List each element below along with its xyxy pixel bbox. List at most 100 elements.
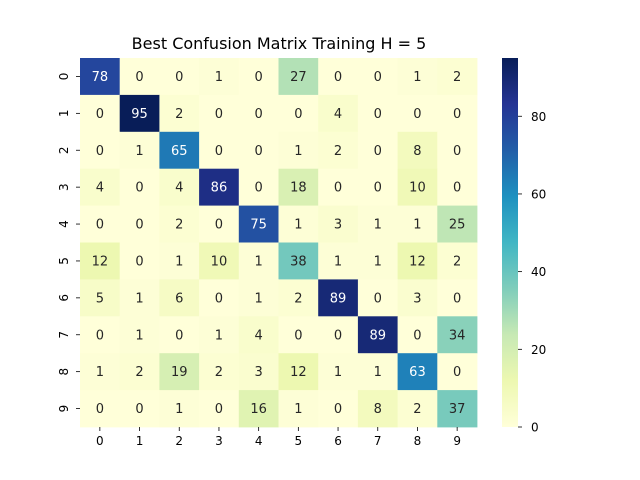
heatmap-cell [159, 168, 200, 206]
x-tick-label: 0 [96, 434, 104, 448]
heatmap-cell [278, 390, 319, 428]
cell-value-label: 0 [374, 181, 382, 196]
heatmap-cell [318, 168, 359, 206]
heatmap-cell [278, 279, 319, 317]
cell-value-label: 1 [215, 70, 223, 85]
heatmap-cell [437, 353, 478, 391]
cell-value-label: 1 [413, 70, 421, 85]
cell-value-label: 34 [449, 328, 466, 343]
heatmap-cell [278, 168, 319, 206]
x-tick-label: 2 [175, 434, 183, 448]
heatmap-cell [437, 316, 478, 354]
heatmap-cell [318, 316, 359, 354]
heatmap-cell [397, 390, 438, 428]
cell-value-label: 89 [330, 291, 347, 306]
cell-value-label: 0 [413, 328, 421, 343]
cell-value-label: 2 [453, 70, 461, 85]
heatmap-cell [80, 353, 121, 391]
heatmap-cell [397, 316, 438, 354]
y-axis-ticks: 0 1 2 3 4 5 6 7 8 9 [57, 73, 80, 412]
cell-value-label: 8 [413, 144, 421, 159]
cell-value-label: 0 [215, 107, 223, 122]
cell-value-label: 4 [96, 181, 104, 196]
heatmap-cell [159, 279, 200, 317]
cell-value-label: 0 [96, 107, 104, 122]
cell-value-label: 0 [255, 70, 263, 85]
heatmap-cell [278, 205, 319, 243]
x-tick-label: 1 [136, 434, 144, 448]
heatmap-cell [357, 94, 398, 133]
cell-value-label: 0 [453, 365, 461, 380]
cell-value-label: 0 [96, 402, 104, 417]
cell-value-label: 0 [255, 144, 263, 159]
heatmap-cell [318, 205, 359, 243]
heatmap-cell [437, 390, 478, 428]
heatmap-cell [318, 390, 359, 428]
heatmap-cell [238, 168, 279, 206]
cell-value-label: 0 [96, 144, 104, 159]
chart-title: Best Confusion Matrix Training H = 5 [132, 34, 427, 53]
cell-value-label: 2 [334, 144, 342, 159]
heatmap-cell [357, 58, 398, 96]
heatmap-cell [278, 316, 319, 354]
heatmap-cell [278, 353, 319, 391]
colorbar: 0 20 40 60 80 [502, 58, 546, 435]
cell-value-label: 1 [135, 291, 143, 306]
cell-value-label: 1 [255, 291, 263, 306]
heatmap-cell [80, 131, 121, 170]
cell-value-label: 3 [413, 291, 421, 306]
heatmap-cell [199, 353, 240, 391]
heatmap-cell [437, 168, 478, 206]
x-tick-label: 7 [374, 434, 382, 448]
cell-value-label: 0 [215, 402, 223, 417]
heatmap-cell [278, 242, 319, 280]
x-tick-label: 5 [295, 434, 303, 448]
heatmap-cell [238, 353, 279, 391]
heatmap-cell [357, 168, 398, 206]
cell-value-label: 0 [135, 181, 143, 196]
heatmap-cell [357, 131, 398, 170]
cell-value-label: 86 [211, 181, 228, 196]
heatmap-cell [80, 390, 121, 428]
cell-value-label: 65 [171, 144, 188, 159]
x-tick-label: 3 [215, 434, 223, 448]
y-tick-label: 5 [57, 257, 71, 265]
cell-value-label: 6 [175, 291, 183, 306]
heatmap-cell [357, 242, 398, 280]
heatmap-cell [199, 390, 240, 428]
heatmap-cell [80, 316, 121, 354]
heatmap-cell [318, 58, 359, 96]
cell-value-label: 5 [96, 291, 104, 306]
cell-value-label: 10 [211, 254, 228, 269]
cell-value-label: 0 [374, 107, 382, 122]
heatmap-cell [357, 279, 398, 317]
cell-value-label: 0 [374, 70, 382, 85]
heatmap-cell [159, 390, 200, 428]
heatmap-cell [397, 131, 438, 170]
cell-value-label: 37 [449, 402, 466, 417]
heatmap-cell [159, 205, 200, 243]
cell-value-label: 1 [294, 218, 302, 233]
heatmap-cell [397, 205, 438, 243]
cell-value-label: 1 [135, 144, 143, 159]
heatmap-cell [119, 353, 160, 391]
cell-value-label: 0 [175, 328, 183, 343]
heatmap-cell [80, 242, 121, 280]
heatmap-cell [437, 242, 478, 280]
cell-value-label: 25 [449, 218, 466, 233]
heatmap-cell [199, 279, 240, 317]
cell-value-label: 0 [135, 402, 143, 417]
cell-value-label: 1 [96, 365, 104, 380]
colorbar-tick-label: 60 [531, 187, 546, 201]
heatmap-cell [318, 279, 359, 317]
heatmap-cell [397, 242, 438, 280]
cell-value-label: 1 [175, 254, 183, 269]
cell-value-label: 16 [250, 402, 267, 417]
heatmap-cell [278, 131, 319, 170]
x-axis-ticks: 0 1 2 3 4 5 6 7 8 9 [96, 427, 461, 448]
cell-value-label: 12 [290, 365, 307, 380]
cell-value-label: 19 [171, 365, 188, 380]
cell-value-label: 18 [290, 181, 307, 196]
heatmap-cell [397, 279, 438, 317]
heatmap-cell [318, 242, 359, 280]
